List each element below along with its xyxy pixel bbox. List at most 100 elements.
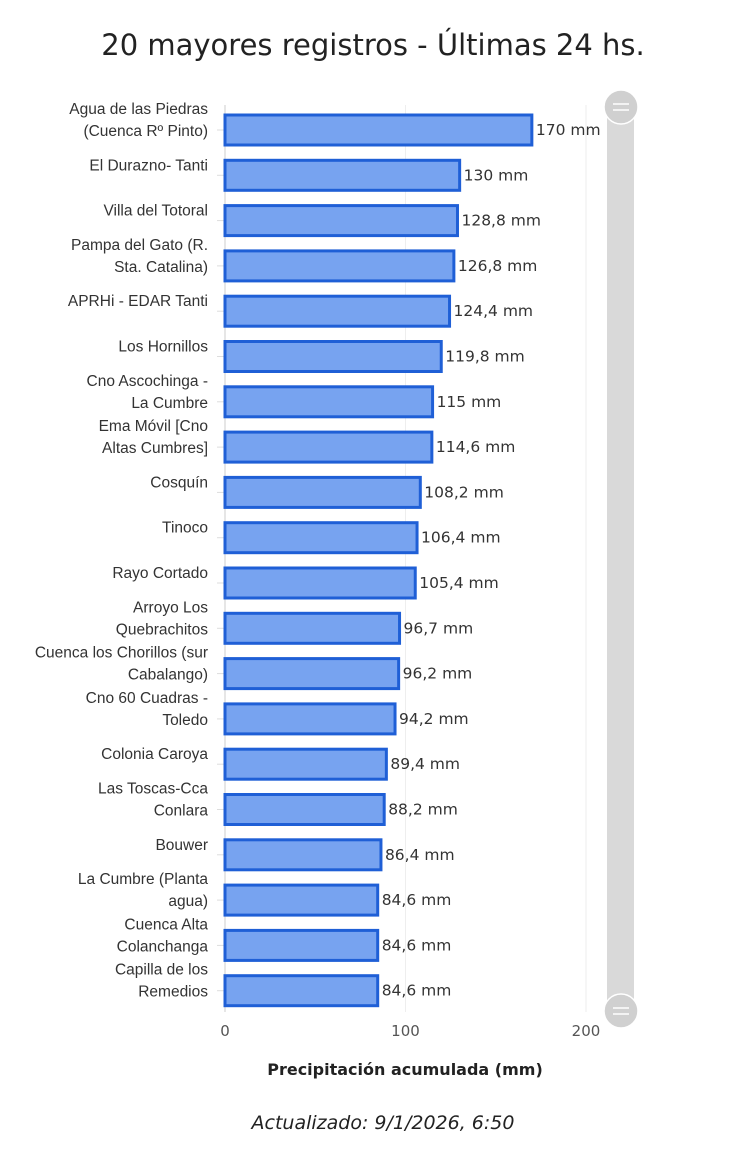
- data-label: 105,4 mm: [419, 574, 499, 592]
- bar[interactable]: [223, 793, 386, 826]
- category-label: Altas Cumbres]: [102, 440, 208, 457]
- category-label: Sta. Catalina): [114, 259, 208, 276]
- bar[interactable]: [223, 611, 402, 645]
- category-label-line: agua): [168, 893, 208, 910]
- bar[interactable]: [223, 566, 417, 600]
- category-label: Colonia Caroya: [101, 746, 208, 763]
- category-label-line: La Cumbre (Planta: [78, 871, 208, 888]
- category-label: La Cumbre (Planta: [78, 871, 208, 888]
- updated-timestamp: Actualizado: 9/1/2026, 6:50: [251, 1112, 515, 1134]
- category-label: Capilla de los: [115, 962, 208, 979]
- bar[interactable]: [223, 883, 380, 917]
- chart-title: 20 mayores registros - Últimas 24 hs.: [101, 28, 645, 62]
- data-label: 84,6 mm: [382, 891, 452, 909]
- category-label: Ema Móvil [Cno: [99, 418, 208, 435]
- category-label-line: Los Hornillos: [118, 339, 208, 356]
- category-label: Colanchanga: [117, 938, 209, 955]
- category-label: Cuenca los Chorillos (sur: [35, 645, 208, 662]
- bar[interactable]: [223, 294, 452, 328]
- bar[interactable]: [223, 657, 401, 691]
- category-label-line: Cosquín: [150, 474, 208, 491]
- category-label-line: Cabalango): [128, 667, 208, 684]
- bar[interactable]: [223, 974, 380, 1008]
- category-label: Quebrachitos: [116, 621, 208, 638]
- data-label: 170 mm: [536, 121, 601, 139]
- category-label-line: Pampa del Gato (R.: [71, 237, 208, 254]
- category-label-line: Cuenca los: [35, 645, 113, 662]
- x-axis-label: Precipitación acumulada (mm): [267, 1060, 543, 1079]
- bar[interactable]: [223, 747, 388, 781]
- category-label-line: Sta. Catalina): [114, 259, 208, 276]
- category-label: Bouwer: [155, 837, 208, 854]
- category-label-line: Cno 60 Cuadras -: [86, 690, 208, 707]
- data-label: 108,2 mm: [424, 483, 504, 501]
- category-label: Cabalango): [128, 667, 208, 684]
- category-label-line: Capilla de los: [115, 962, 208, 979]
- bar[interactable]: [223, 702, 397, 736]
- category-label-line: Remedios: [138, 984, 208, 1001]
- category-label: Remedios: [138, 984, 208, 1001]
- bar[interactable]: [223, 249, 456, 283]
- category-label-line: Colonia Caroya: [101, 746, 208, 763]
- category-label: Cno Ascochinga -: [87, 373, 209, 390]
- data-label: 114,6 mm: [436, 438, 516, 456]
- bar[interactable]: [223, 113, 534, 147]
- data-label: 119,8 mm: [445, 348, 525, 366]
- category-label-line: Arroyo Los: [133, 599, 208, 616]
- category-label: Conlara: [154, 803, 209, 820]
- category-label-line: (Cuenca Rº Pinto): [83, 123, 208, 140]
- bar[interactable]: [223, 838, 383, 872]
- category-label-line: Rayo Cortado: [112, 565, 208, 582]
- category-label-line: El Durazno- Tanti: [89, 157, 208, 174]
- data-label: 115 mm: [437, 393, 502, 411]
- bar[interactable]: [223, 340, 443, 373]
- data-label: 96,7 mm: [404, 619, 474, 637]
- category-label-line: Colanchanga: [117, 938, 209, 955]
- category-label: Pampa del Gato (R.: [71, 237, 208, 254]
- category-label-line: Toledo: [162, 712, 208, 729]
- category-label-line: Ema Móvil [Cno: [99, 418, 208, 435]
- category-label-line: APRHi - EDAR Tanti: [68, 293, 208, 310]
- data-label: 130 mm: [464, 166, 529, 184]
- x-tick-label: 100: [391, 1022, 420, 1040]
- x-tick-label: 200: [572, 1022, 601, 1040]
- data-label: 126,8 mm: [458, 257, 538, 275]
- bar[interactable]: [223, 928, 380, 962]
- scroll-handle-bottom[interactable]: [603, 993, 639, 1029]
- bar[interactable]: [223, 204, 459, 238]
- category-label: APRHi - EDAR Tanti: [68, 293, 208, 310]
- category-label: Tinoco: [162, 520, 208, 537]
- data-label: 96,2 mm: [403, 665, 473, 683]
- category-label: Las Toscas-Cca: [98, 781, 208, 798]
- category-label: Rayo Cortado: [112, 565, 208, 582]
- data-label: 106,4 mm: [421, 529, 501, 547]
- scrollbar-track[interactable]: [607, 105, 634, 1012]
- category-label-line: Chorillos (sur: [112, 645, 208, 662]
- data-label: 94,2 mm: [399, 710, 469, 728]
- scroll-handle-top[interactable]: [603, 89, 639, 125]
- category-label-line: Altas Cumbres]: [102, 440, 208, 457]
- category-label-line: La Cumbre: [131, 395, 208, 412]
- category-label: Cosquín: [150, 474, 208, 491]
- data-label: 124,4 mm: [454, 302, 534, 320]
- category-label: Arroyo Los: [133, 599, 208, 616]
- category-label: Toledo: [162, 712, 208, 729]
- category-label-line: Quebrachitos: [116, 621, 208, 638]
- category-label-line: Bouwer: [155, 837, 208, 854]
- bar[interactable]: [223, 521, 419, 555]
- bar[interactable]: [223, 430, 434, 464]
- category-label: Agua de las Piedras: [69, 101, 208, 118]
- category-label: Villa del Totoral: [103, 203, 208, 220]
- category-label-line: Agua de las Piedras: [69, 101, 208, 118]
- category-label-line: Cno Ascochinga -: [87, 373, 209, 390]
- category-label-line: Tinoco: [162, 520, 208, 537]
- bar[interactable]: [223, 475, 422, 509]
- category-label-line: Las Toscas-Cca: [98, 781, 208, 798]
- bar[interactable]: [223, 158, 462, 192]
- x-tick-label: 0: [220, 1022, 230, 1040]
- category-label: Cuenca Alta: [124, 916, 208, 933]
- data-label: 84,6 mm: [382, 982, 452, 1000]
- data-label: 84,6 mm: [382, 936, 452, 954]
- bar[interactable]: [223, 385, 435, 419]
